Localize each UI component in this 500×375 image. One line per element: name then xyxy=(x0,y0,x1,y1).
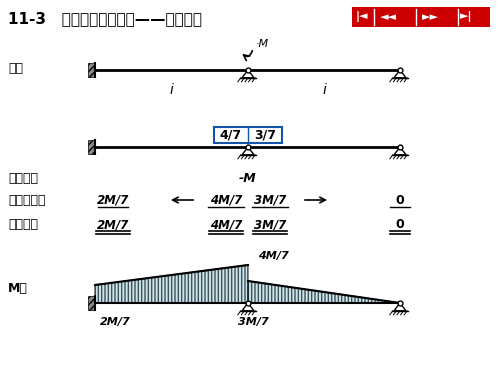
Polygon shape xyxy=(248,281,400,303)
Polygon shape xyxy=(95,265,248,303)
Text: 0: 0 xyxy=(396,219,404,231)
Text: 4M/7: 4M/7 xyxy=(210,194,242,207)
Text: 3M/7: 3M/7 xyxy=(254,194,286,207)
Text: 4M/7: 4M/7 xyxy=(258,251,288,261)
Text: 2M/7: 2M/7 xyxy=(97,194,129,207)
Text: 固端弯矩: 固端弯矩 xyxy=(8,171,38,184)
Text: |◄: |◄ xyxy=(356,12,368,22)
Bar xyxy=(88,140,95,154)
Text: M图: M图 xyxy=(8,282,28,294)
Bar xyxy=(214,127,282,143)
Text: i: i xyxy=(170,83,173,97)
Text: -M: -M xyxy=(239,171,257,184)
Text: 0: 0 xyxy=(396,194,404,207)
Bar xyxy=(88,63,95,77)
Bar xyxy=(352,7,490,27)
Text: 分配、传递: 分配、传递 xyxy=(8,194,46,207)
Text: 4M/7: 4M/7 xyxy=(210,219,242,231)
Text: 11-3   单结点的力矩分配——基本运算: 11-3 单结点的力矩分配——基本运算 xyxy=(8,11,202,26)
Text: 杆端弯矩: 杆端弯矩 xyxy=(8,219,38,231)
Text: ◄◄: ◄◄ xyxy=(380,12,397,22)
Text: 2M/7: 2M/7 xyxy=(97,219,129,231)
Bar xyxy=(88,296,95,310)
Text: 4/7: 4/7 xyxy=(220,129,242,141)
Text: 例题: 例题 xyxy=(8,62,23,75)
Text: ►►: ►► xyxy=(422,12,439,22)
Text: 2M/7: 2M/7 xyxy=(100,317,130,327)
Text: i: i xyxy=(322,83,326,97)
Text: 3M/7: 3M/7 xyxy=(254,219,286,231)
Text: ►|: ►| xyxy=(460,12,472,22)
Text: ·M: ·M xyxy=(256,39,269,49)
Text: 3M/7: 3M/7 xyxy=(238,317,268,327)
Text: 3/7: 3/7 xyxy=(254,129,276,141)
